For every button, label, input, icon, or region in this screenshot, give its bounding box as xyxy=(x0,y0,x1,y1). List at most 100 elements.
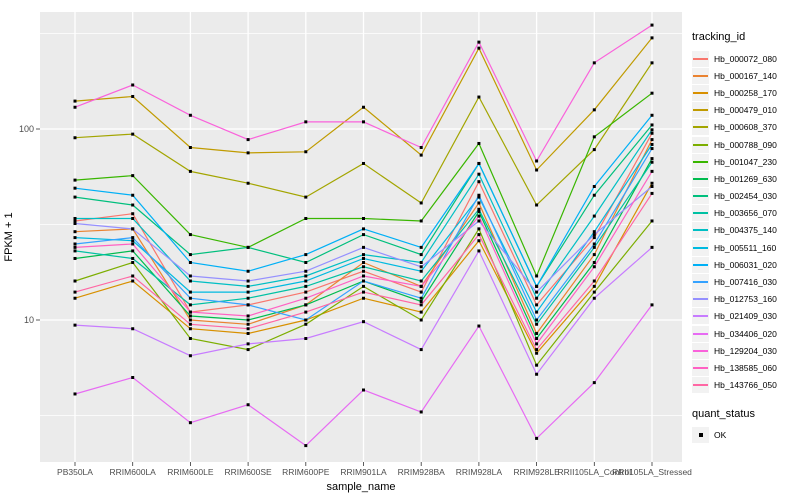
data-point-Hb_021409_030 xyxy=(246,342,250,346)
legend-key xyxy=(692,274,709,291)
data-point-Hb_000167_140 xyxy=(362,261,365,265)
data-point-Hb_138585_060 xyxy=(650,169,654,173)
legend-key xyxy=(692,50,709,67)
data-point-Hb_000479_010 xyxy=(535,168,539,172)
legend-key xyxy=(692,84,709,101)
data-point-Hb_000072_080 xyxy=(419,290,423,294)
data-point-Hb_000258_170 xyxy=(650,181,654,185)
legend-item-Hb_012753_160: Hb_012753_160 xyxy=(692,291,800,308)
legend-key xyxy=(692,205,709,222)
legend-item-label: Hb_000167_140 xyxy=(714,70,777,81)
data-point-Hb_007416_030 xyxy=(419,296,423,300)
legend-item-Hb_034406_020: Hb_034406_020 xyxy=(692,325,800,342)
data-point-Hb_000608_370 xyxy=(419,201,423,205)
data-point-Hb_138585_060 xyxy=(188,310,192,314)
data-point-Hb_034406_020 xyxy=(592,381,596,385)
data-point-Hb_006031_020 xyxy=(535,284,539,288)
data-point-Hb_005511_160 xyxy=(477,195,481,199)
data-point-Hb_000072_080 xyxy=(477,180,481,184)
data-point-Hb_001269_630 xyxy=(650,157,654,161)
data-point-Hb_012753_160 xyxy=(535,290,539,294)
x-tick-label: RRIM928LE xyxy=(513,467,560,477)
data-point-Hb_000072_080 xyxy=(304,290,308,294)
data-point-Hb_129204_030 xyxy=(477,40,481,44)
data-point-Hb_000788_090 xyxy=(477,227,481,231)
data-point-Hb_034406_020 xyxy=(362,388,365,392)
data-point-Hb_138585_060 xyxy=(592,265,596,269)
data-point-Hb_001269_630 xyxy=(73,256,77,260)
legend-item-label: Hb_000479_010 xyxy=(714,105,777,116)
legend: tracking_id Hb_000072_080 Hb_000167_140 Hb… xyxy=(692,0,800,444)
data-point-Hb_000608_370 xyxy=(188,169,192,173)
legend-item-label: Hb_129204_030 xyxy=(714,345,777,356)
legend-item-label: Hb_034406_020 xyxy=(714,328,777,339)
legend-item-Hb_006031_020: Hb_006031_020 xyxy=(692,256,800,273)
data-point-Hb_138585_060 xyxy=(477,214,481,218)
data-point-Hb_138585_060 xyxy=(362,274,365,278)
data-point-Hb_006031_020 xyxy=(188,261,192,265)
y-tick-label: 100 xyxy=(19,124,34,134)
data-point-Hb_006031_020 xyxy=(592,184,596,188)
data-point-Hb_006031_020 xyxy=(419,245,423,249)
data-point-Hb_000788_090 xyxy=(650,219,654,223)
data-point-Hb_000072_080 xyxy=(592,236,596,240)
data-point-Hb_007416_030 xyxy=(246,303,250,307)
data-point-Hb_000608_370 xyxy=(592,148,596,152)
data-point-Hb_004375_140 xyxy=(304,274,308,278)
data-point-Hb_021409_030 xyxy=(188,354,192,358)
data-point-Hb_000788_090 xyxy=(535,363,539,367)
legend-key xyxy=(692,291,709,308)
data-point-Hb_021409_030 xyxy=(304,337,308,341)
data-point-Hb_004375_140 xyxy=(477,172,481,176)
data-point-Hb_006031_020 xyxy=(304,253,308,257)
data-point-Hb_012753_160 xyxy=(362,245,365,249)
data-point-Hb_007416_030 xyxy=(73,242,77,246)
data-point-Hb_001269_630 xyxy=(535,337,539,341)
data-point-Hb_004375_140 xyxy=(535,296,539,300)
data-point-Hb_004375_140 xyxy=(188,279,192,283)
data-point-Hb_000608_370 xyxy=(73,136,77,140)
data-point-Hb_002454_030 xyxy=(188,253,192,257)
legend-key xyxy=(692,119,709,136)
legend-item-Hb_000788_090: Hb_000788_090 xyxy=(692,136,800,153)
data-point-Hb_012753_160 xyxy=(592,233,596,237)
data-point-Hb_012753_160 xyxy=(304,269,308,273)
legend-item-Hb_003656_070: Hb_003656_070 xyxy=(692,205,800,222)
data-point-Hb_004375_140 xyxy=(246,284,250,288)
data-point-Hb_034406_020 xyxy=(304,444,308,448)
legend-item-Hb_000167_140: Hb_000167_140 xyxy=(692,67,800,84)
data-point-Hb_001269_630 xyxy=(304,303,308,307)
data-point-Hb_012753_160 xyxy=(188,274,192,278)
data-point-Hb_129204_030 xyxy=(304,120,308,124)
x-tick-label: RRIM600LA xyxy=(110,467,157,477)
legend-item-label: Hb_003656_070 xyxy=(714,208,777,219)
data-point-Hb_005511_160 xyxy=(73,236,77,240)
data-point-Hb_021409_030 xyxy=(419,348,423,352)
legend-item-label: Hb_000258_170 xyxy=(714,87,777,98)
data-point-Hb_003656_070 xyxy=(362,265,365,269)
data-point-Hb_001269_630 xyxy=(131,249,135,253)
legend-line-swatch-icon xyxy=(693,332,708,335)
data-point-Hb_006031_020 xyxy=(477,161,481,165)
data-point-Hb_005511_160 xyxy=(246,290,250,294)
data-point-Hb_001047_230 xyxy=(362,216,365,220)
data-point-Hb_000479_010 xyxy=(73,99,77,103)
legend-key xyxy=(692,136,709,153)
data-point-Hb_001047_230 xyxy=(650,91,654,95)
legend-item-label: Hb_006031_020 xyxy=(714,259,777,270)
data-point-Hb_012753_160 xyxy=(477,219,481,223)
data-point-Hb_001047_230 xyxy=(592,135,596,139)
legend-item-label: Hb_007416_030 xyxy=(714,277,777,288)
data-point-Hb_005511_160 xyxy=(592,230,596,234)
data-point-Hb_129204_030 xyxy=(650,23,654,27)
data-point-Hb_001269_630 xyxy=(246,318,250,322)
data-point-Hb_000608_370 xyxy=(246,181,250,185)
data-point-Hb_002454_030 xyxy=(73,195,77,199)
data-point-Hb_001047_230 xyxy=(188,233,192,237)
legend-line-swatch-icon xyxy=(693,126,708,129)
data-point-Hb_005511_160 xyxy=(535,310,539,314)
legend-item-Hb_143766_050: Hb_143766_050 xyxy=(692,377,800,394)
data-point-Hb_003656_070 xyxy=(73,249,77,253)
data-point-Hb_021409_030 xyxy=(477,249,481,253)
